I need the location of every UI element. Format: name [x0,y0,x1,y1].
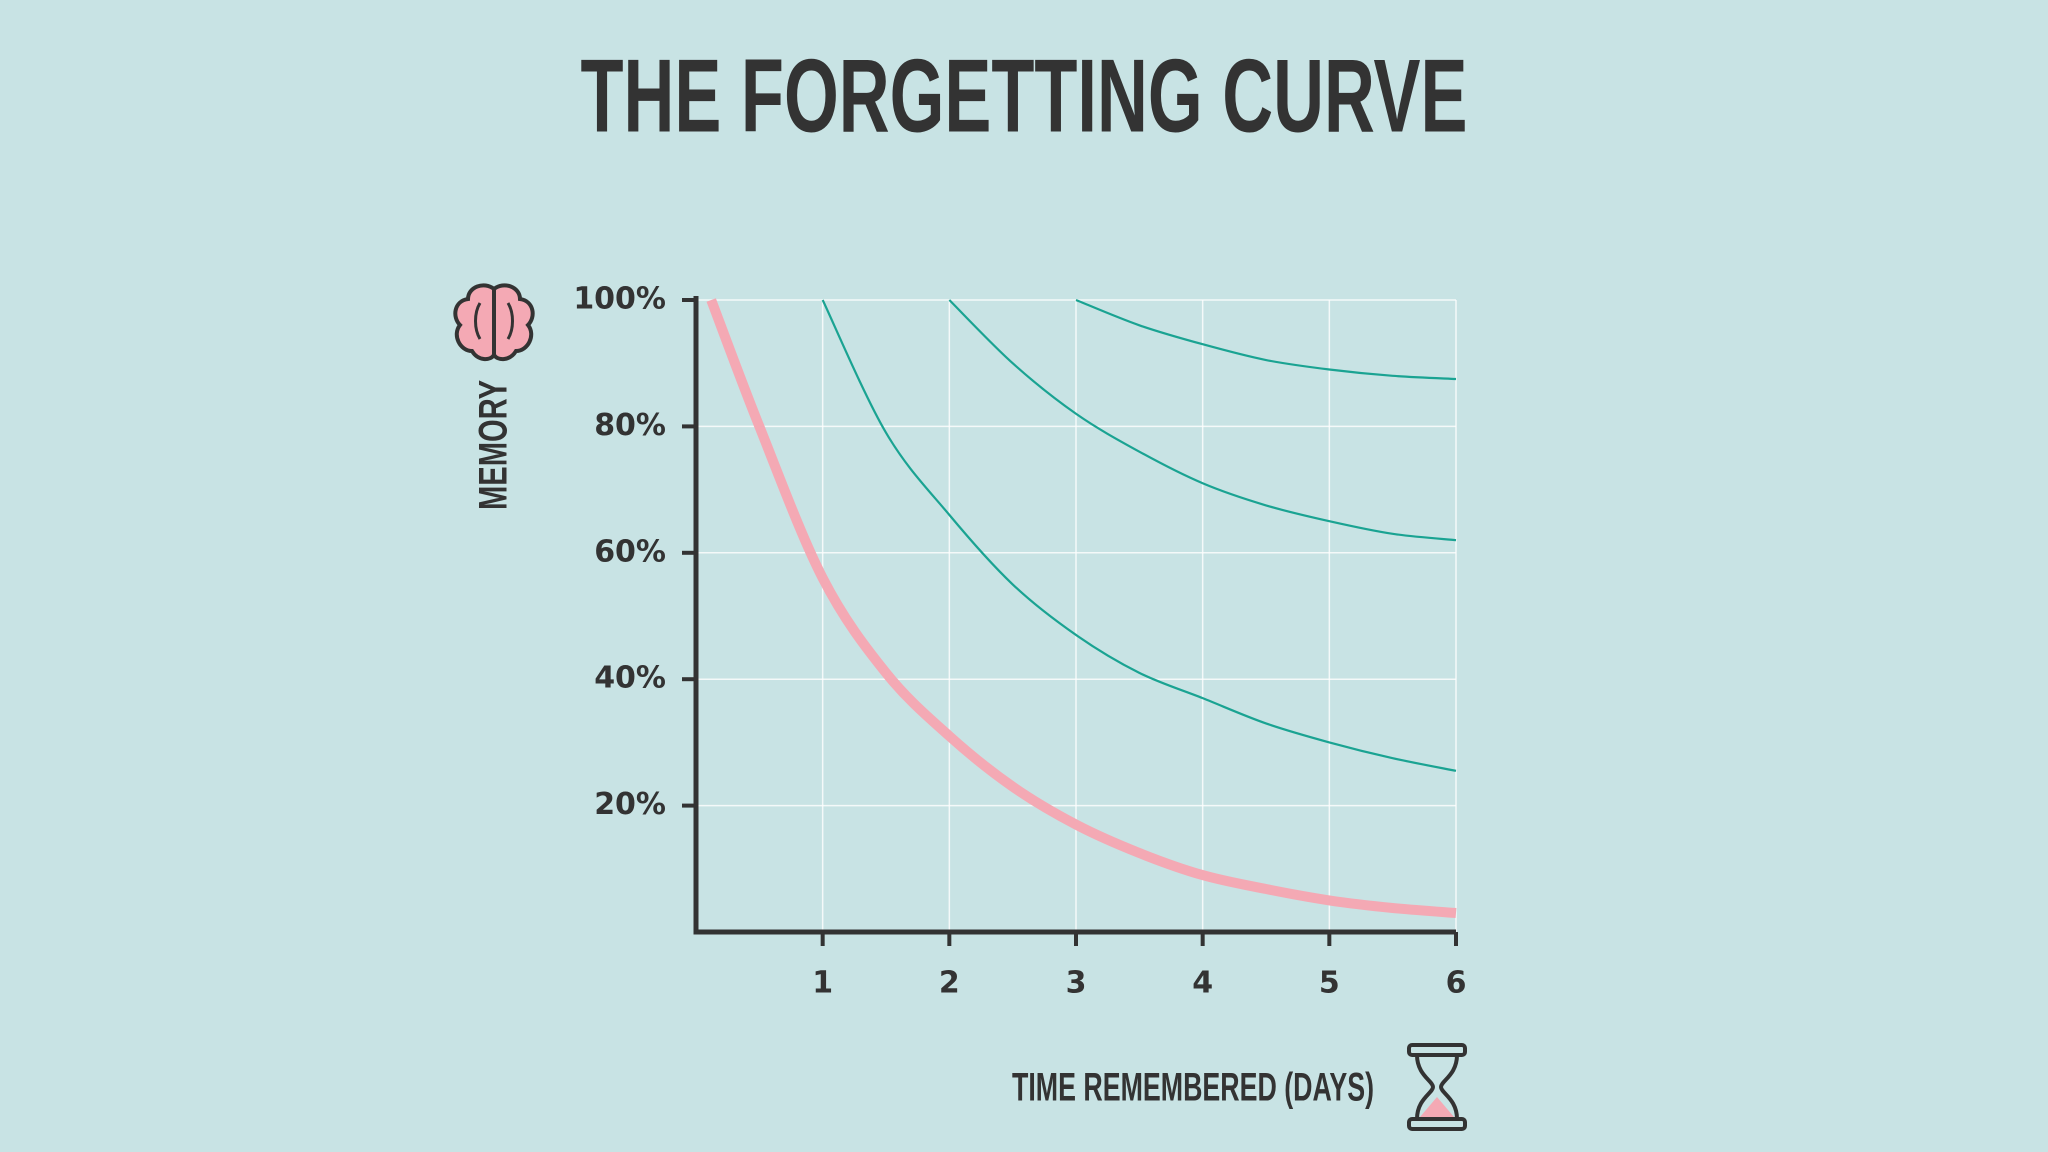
line-series [1075,298,1457,381]
y-tick-label: 40% [594,661,666,696]
y-tick-label: 20% [594,787,666,822]
x-tick-label: 6 [1446,966,1467,1001]
hourglass-icon [1407,1043,1467,1131]
line-series [821,299,1457,772]
y-tick-label: 80% [594,408,666,443]
x-tick-label: 3 [1066,966,1087,1001]
x-tick-label: 2 [939,966,960,1001]
x-tick-label: 4 [1192,966,1213,1001]
y-tick-label: 100% [573,282,666,317]
x-axis-label: TIME REMEMBERED (DAYS) [1012,1066,1374,1110]
x-tick-label: 5 [1319,966,1340,1001]
axis-line [693,296,1456,935]
brain-icon [453,283,535,362]
chart-title: THE FORGETTING CURVE [581,38,1468,154]
y-axis-label: MEMORY [472,380,516,510]
x-tick-label: 1 [812,966,833,1001]
line-series [706,298,1457,919]
line-series [948,299,1457,542]
y-tick-label: 60% [594,534,666,569]
